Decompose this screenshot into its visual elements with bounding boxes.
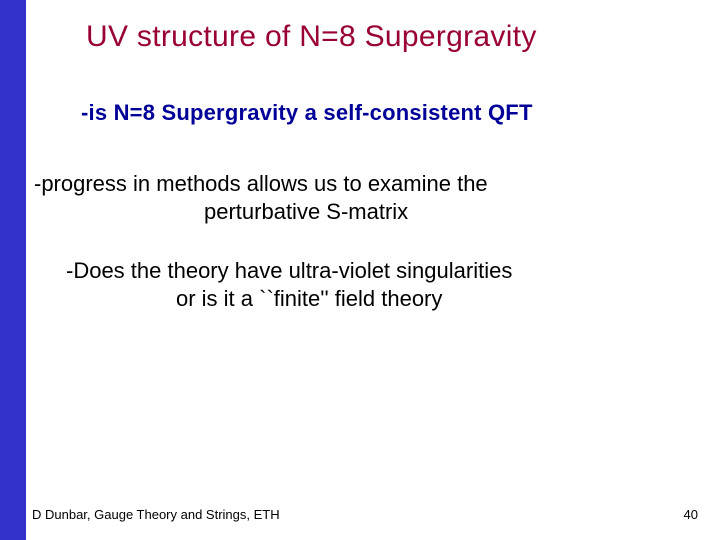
slide-title: UV structure of N=8 Supergravity [86,20,537,54]
bullet-3-line-1: -Does the theory have ultra-violet singu… [66,258,512,283]
bullet-2-line-2: perturbative S-matrix [34,198,488,226]
bullet-3-line-2: or is it a ``finite'' field theory [66,285,512,313]
footer-text: D Dunbar, Gauge Theory and Strings, ETH [32,507,280,522]
bullet-2: -progress in methods allows us to examin… [34,170,488,225]
slide-content: UV structure of N=8 Supergravity -is N=8… [26,0,720,540]
left-sidebar [0,0,26,540]
bullet-3: -Does the theory have ultra-violet singu… [66,257,512,312]
bullet-2-line-1: -progress in methods allows us to examin… [34,171,488,196]
bullet-1: -is N=8 Supergravity a self-consistent Q… [81,100,533,126]
page-number: 40 [684,507,698,522]
